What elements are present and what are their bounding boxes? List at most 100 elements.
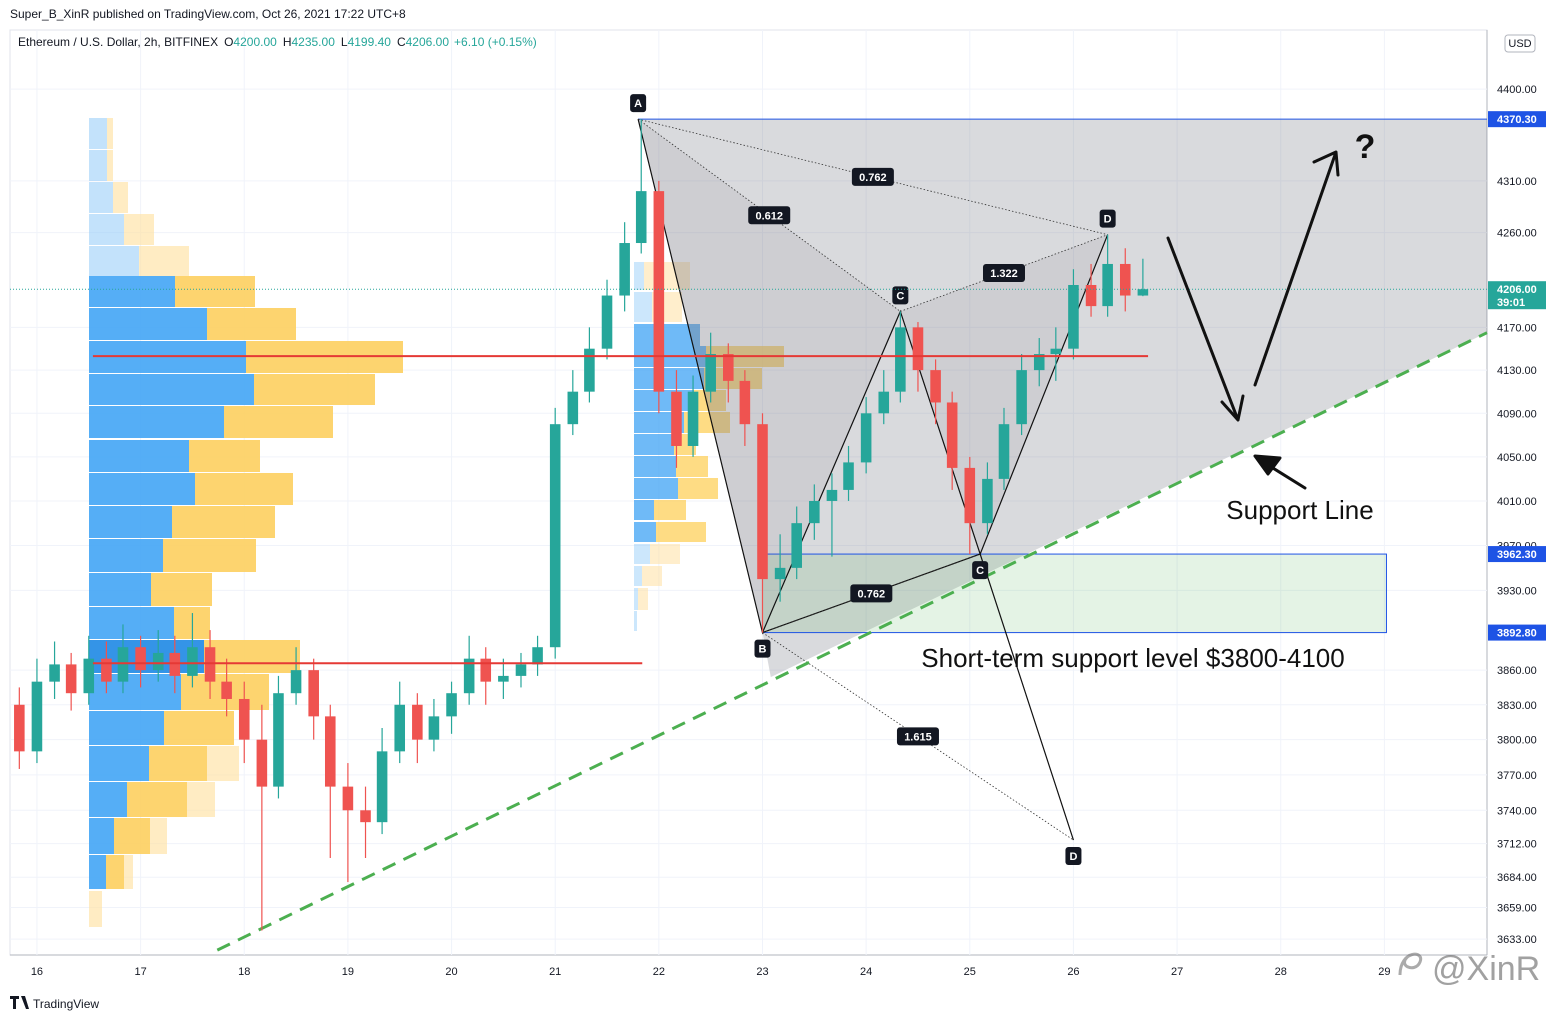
candle-body [532, 647, 543, 665]
candle-body [187, 647, 198, 676]
profile-row [656, 522, 706, 542]
ratio-label: 0.762 [858, 588, 886, 600]
point-badge [1099, 209, 1116, 228]
y-tick-label: 3712.00 [1497, 839, 1537, 851]
candle-body [705, 354, 716, 392]
candle-body [739, 380, 751, 425]
point-label: D [1104, 214, 1112, 226]
countdown: 39:01 [1497, 297, 1525, 309]
profile-row [89, 276, 175, 307]
profile-row [89, 118, 107, 149]
point-label: C [896, 290, 904, 302]
candle-body [1068, 284, 1079, 349]
x-tick-label: 16 [31, 966, 43, 978]
candle-body [49, 664, 60, 682]
profile-row [634, 262, 644, 290]
candle-body [635, 191, 647, 244]
profile-row [676, 456, 708, 477]
legend-symbol: Ethereum / U.S. Dollar, 2h, BITFINEX [18, 35, 218, 49]
price-badge [1488, 624, 1546, 641]
candle-body [135, 647, 146, 671]
candle-body [1119, 263, 1131, 296]
profile-row [634, 324, 700, 346]
profile-row [207, 308, 296, 340]
point-badge [892, 286, 909, 305]
pattern-triangle [900, 234, 1108, 555]
candle-body [238, 698, 250, 740]
candle-body [412, 704, 423, 740]
legend-value: 4206.00 [406, 35, 450, 49]
x-tick-label: 29 [1378, 966, 1390, 978]
y-tick-label: 3830.00 [1497, 700, 1537, 712]
candle-body [446, 693, 457, 717]
x-tick-label: 28 [1275, 966, 1287, 978]
x-tick-label: 26 [1067, 966, 1079, 978]
y-tick-label: 3930.00 [1497, 585, 1537, 597]
candle-body [964, 467, 976, 524]
currency: USD [1508, 38, 1531, 50]
ratio-badge [850, 584, 893, 603]
profile-row [89, 150, 107, 181]
profile-row [175, 276, 255, 307]
candle-body [480, 658, 492, 682]
point-badge [1065, 847, 1082, 866]
candle-body [204, 647, 216, 682]
x-tick-label: 20 [445, 966, 457, 978]
candle-body [1085, 284, 1097, 307]
legend-value: 4199.40 [348, 35, 392, 49]
candle-body [687, 391, 699, 446]
annotation-support-level: Short-term support level $3800-4100 [921, 643, 1344, 673]
profile-row [634, 368, 704, 389]
candle-body [360, 810, 371, 823]
y-tick-label: 3740.00 [1497, 805, 1537, 817]
profile-row [113, 182, 128, 213]
profile-row [89, 473, 195, 505]
y-tick-label: 3860.00 [1497, 665, 1537, 677]
profile-row [124, 855, 133, 889]
profile-row [107, 118, 113, 149]
ratio-label: 1.322 [990, 268, 1018, 280]
legend: Ethereum / U.S. Dollar, 2h, BITFINEX O 420… [18, 35, 537, 49]
profile-row [634, 611, 637, 631]
candle-body [515, 664, 527, 676]
y-tick-label: 4130.00 [1497, 365, 1537, 377]
candle-body [567, 391, 579, 425]
profile-row [106, 855, 124, 889]
profile-row [638, 588, 648, 610]
profile-row [650, 544, 680, 564]
profile-row [224, 406, 333, 438]
candle-body [428, 716, 440, 740]
candle-body [65, 664, 77, 694]
profile-row [89, 607, 174, 639]
profile-row [89, 746, 149, 781]
legend-change: +6.10 (+0.15%) [454, 35, 537, 49]
candle-body [14, 704, 25, 752]
profile-row [634, 292, 652, 322]
profile-row [114, 818, 150, 854]
ratio-line [637, 118, 901, 312]
ratio-label: 0.762 [859, 172, 887, 184]
watermark: @XinR [1398, 950, 1540, 988]
x-tick-label: 19 [342, 966, 354, 978]
profile-row [149, 746, 207, 781]
profile-row [195, 473, 293, 505]
candle-body [324, 716, 336, 787]
arrow-up [1253, 150, 1340, 387]
x-tick-label: 18 [238, 966, 250, 978]
candle-body [912, 327, 924, 371]
ratio-badge [748, 206, 791, 225]
candle-body [152, 652, 164, 671]
candle-body [878, 391, 890, 414]
candle-body [671, 391, 682, 446]
x-tick-label: 17 [134, 966, 146, 978]
candle-body [809, 500, 820, 524]
profile-row [127, 782, 187, 817]
x-tick-label: 21 [549, 966, 561, 978]
currency-box [1504, 34, 1536, 53]
support-line [216, 331, 1488, 952]
profile-row [89, 214, 124, 245]
candle-body [394, 704, 406, 752]
legend-key: O [224, 35, 233, 49]
price-badge-label: 4370.30 [1497, 114, 1537, 126]
profile-row [644, 262, 690, 290]
